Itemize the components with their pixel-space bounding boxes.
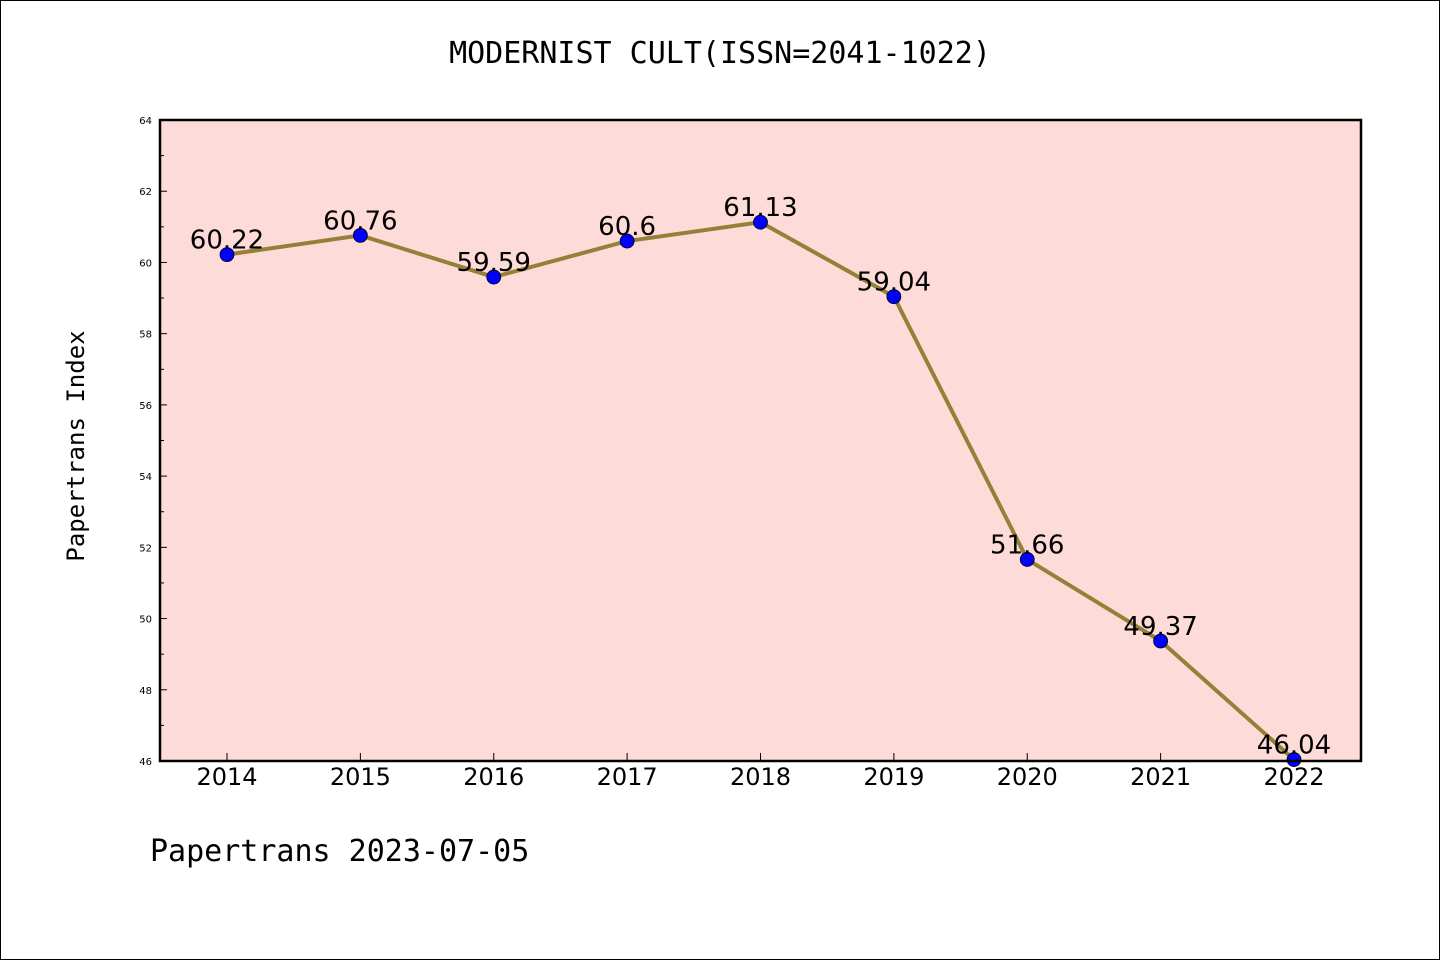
data-point xyxy=(486,269,502,285)
x-tick-label: 2015 xyxy=(330,763,391,791)
data-label: 59.04 xyxy=(857,268,931,298)
y-tick-label: 48 xyxy=(139,686,152,697)
x-axis: 2014 2015 2016 2017 2018 2019 2020 2021 2022 xyxy=(196,753,1325,791)
data-label: 51.66 xyxy=(990,530,1064,560)
data-point xyxy=(1286,752,1302,767)
data-labels: 60.22 60.76 59.59 60.6 61.13 59.04 51.66 49.37 4… xyxy=(190,193,1331,760)
data-label: 49.37 xyxy=(1123,612,1197,642)
x-tick-label: 2018 xyxy=(730,763,791,791)
y-tick-label: 52 xyxy=(139,543,152,554)
data-label: 60.22 xyxy=(190,226,264,256)
chart-title: MODERNIST CULT(ISSN=2041-1022) xyxy=(449,36,991,71)
y-tick-label: 58 xyxy=(139,330,152,341)
data-point xyxy=(619,233,635,249)
data-label: 60.6 xyxy=(598,212,656,242)
data-label: 59.59 xyxy=(457,248,531,278)
data-point xyxy=(219,247,235,263)
y-tick-label: 60 xyxy=(139,258,152,269)
data-point xyxy=(753,214,768,230)
footer-text: Papertrans 2023-07-05 xyxy=(150,834,530,869)
plot-border xyxy=(158,118,1363,763)
data-label: 61.13 xyxy=(723,193,797,223)
data-point xyxy=(352,227,368,243)
data-label: 46.04 xyxy=(1257,731,1331,761)
x-tick-label: 2020 xyxy=(997,763,1058,791)
x-tick-label: 2019 xyxy=(863,763,924,791)
x-tick-label: 2022 xyxy=(1263,763,1324,791)
x-tick-label: 2017 xyxy=(597,763,658,791)
x-tick-label: 2021 xyxy=(1130,763,1191,791)
x-tick-label: 2014 xyxy=(196,763,257,791)
y-tick-label: 46 xyxy=(139,757,152,768)
x-tick-label: 2016 xyxy=(463,763,524,791)
y-tick-label: 54 xyxy=(139,472,152,483)
y-tick-label: 56 xyxy=(139,401,152,412)
y-tick-label: 62 xyxy=(139,187,152,198)
data-label: 60.76 xyxy=(323,206,397,236)
y-tick-label: 50 xyxy=(139,615,152,626)
data-markers xyxy=(219,214,1302,767)
data-point xyxy=(1153,633,1169,649)
data-point xyxy=(886,289,902,305)
y-tick-label: 64 xyxy=(139,116,152,127)
data-point xyxy=(1019,552,1035,567)
